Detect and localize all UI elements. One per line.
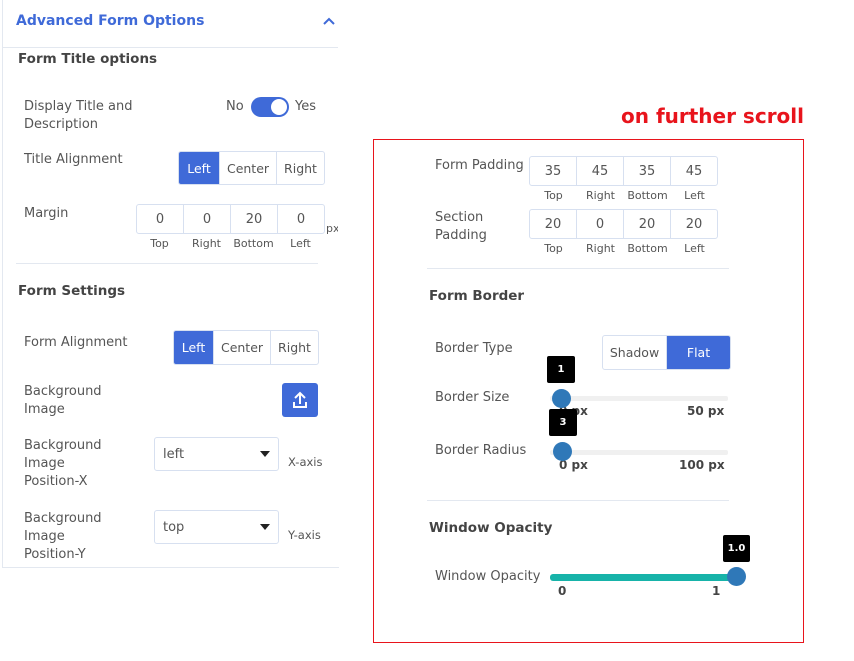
form-align-center[interactable]: Center xyxy=(213,331,270,364)
position-y-select[interactable]: top xyxy=(154,510,279,544)
caret-down-icon xyxy=(260,524,270,530)
toggle-no-label: No xyxy=(226,99,244,114)
section-padding-top-input[interactable]: 20 xyxy=(544,216,562,232)
window-opacity-slider-handle[interactable] xyxy=(727,567,746,586)
side-label: Left xyxy=(684,242,705,255)
display-title-toggle[interactable] xyxy=(251,97,289,117)
display-title-label: Display Title and Description xyxy=(24,99,133,132)
section-heading: Form Settings xyxy=(18,283,126,299)
scrolled-view-frame xyxy=(373,139,804,643)
padding-top-input[interactable]: 35 xyxy=(544,163,562,179)
divider xyxy=(2,47,338,48)
border-radius-slider-handle[interactable] xyxy=(553,442,572,461)
border-type-shadow[interactable]: Shadow xyxy=(609,345,660,360)
section-heading: Window Opacity xyxy=(429,520,553,536)
slider-min-label: 0 xyxy=(558,584,567,598)
advanced-form-options-panel xyxy=(2,0,339,568)
margin-top-input[interactable]: 0 xyxy=(155,211,165,227)
side-label: Left xyxy=(290,237,311,250)
side-label: Top xyxy=(150,237,169,250)
position-y-label: Background Image Position-Y xyxy=(24,511,102,562)
section-heading: Form Title options xyxy=(18,51,158,67)
title-alignment-group: Left Center Right xyxy=(178,151,325,185)
margin-bottom-input[interactable]: 20 xyxy=(230,205,277,233)
section-padding-right-input[interactable]: 0 xyxy=(576,210,623,238)
slider-max-label: 50 px xyxy=(687,404,725,418)
section-padding-left-input[interactable]: 20 xyxy=(670,210,717,238)
padding-side-labels: Top Right Bottom Left xyxy=(530,189,718,202)
side-label: Right xyxy=(192,237,221,250)
margin-right-input[interactable]: 0 xyxy=(183,205,230,233)
form-padding-label: Form Padding xyxy=(435,158,524,173)
margin-side-labels: Top Right Bottom Left xyxy=(136,237,324,250)
form-padding-inputs: 35 45 35 45 xyxy=(529,156,718,186)
divider xyxy=(427,500,729,501)
title-align-left[interactable]: Left xyxy=(179,152,219,184)
side-label: Left xyxy=(684,189,705,202)
selected-value: left xyxy=(163,446,185,462)
section-padding-inputs: 20 0 20 20 xyxy=(529,209,718,239)
border-size-label: Border Size xyxy=(435,390,510,405)
section-heading: Form Border xyxy=(429,288,525,304)
background-image-label: Background Image xyxy=(24,384,102,417)
form-alignment-group: Left Center Right xyxy=(173,330,319,365)
toggle-knob xyxy=(271,99,287,115)
border-size-slider-handle[interactable] xyxy=(552,389,571,408)
section-padding-label: Section Padding xyxy=(435,210,487,243)
form-align-right[interactable]: Right xyxy=(270,331,318,364)
slider-tooltip: 1.0 xyxy=(723,535,750,562)
panel-title[interactable]: Advanced Form Options xyxy=(16,13,205,29)
padding-bottom-input[interactable]: 35 xyxy=(623,157,670,185)
chevron-up-icon[interactable] xyxy=(323,17,335,25)
selected-value: top xyxy=(163,519,185,535)
x-axis-label: X-axis xyxy=(288,455,323,469)
margin-inputs: 0 0 20 0 xyxy=(136,204,325,234)
window-opacity-label: Window Opacity xyxy=(435,569,541,584)
slider-min-label: 0 px xyxy=(559,458,588,472)
slider-tooltip: 1 xyxy=(547,356,575,383)
side-label: Top xyxy=(544,242,563,255)
slider-max-label: 1 xyxy=(712,584,721,598)
position-x-label: Background Image Position-X xyxy=(24,438,102,489)
y-axis-label: Y-axis xyxy=(288,528,321,542)
title-align-center[interactable]: Center xyxy=(219,152,276,184)
title-alignment-label: Title Alignment xyxy=(24,152,123,167)
border-type-label: Border Type xyxy=(435,341,513,356)
border-type-group: Shadow Flat xyxy=(602,335,731,370)
padding-right-input[interactable]: 45 xyxy=(576,157,623,185)
form-alignment-label: Form Alignment xyxy=(24,335,128,350)
side-label: Bottom xyxy=(627,242,668,255)
divider xyxy=(427,268,729,269)
caret-down-icon xyxy=(260,451,270,457)
slider-tooltip: 3 xyxy=(549,409,577,436)
border-size-track[interactable] xyxy=(550,396,728,401)
slider-max-label: 100 px xyxy=(679,458,725,472)
upload-icon xyxy=(293,391,307,408)
margin-label: Margin xyxy=(24,206,69,221)
side-label: Right xyxy=(586,242,615,255)
title-align-right[interactable]: Right xyxy=(276,152,324,184)
window-opacity-track[interactable] xyxy=(550,574,738,581)
side-label: Right xyxy=(586,189,615,202)
padding-left-input[interactable]: 45 xyxy=(670,157,717,185)
section-padding-side-labels: Top Right Bottom Left xyxy=(530,242,718,255)
position-x-select[interactable]: left xyxy=(154,437,279,471)
divider xyxy=(16,263,318,264)
section-padding-bottom-input[interactable]: 20 xyxy=(623,210,670,238)
upload-button[interactable] xyxy=(282,383,318,417)
form-align-left[interactable]: Left xyxy=(174,331,213,364)
annotation-text: on further scroll xyxy=(621,104,805,128)
side-label: Bottom xyxy=(233,237,274,250)
toggle-yes-label: Yes xyxy=(295,99,316,114)
side-label: Top xyxy=(544,189,563,202)
border-type-flat[interactable]: Flat xyxy=(666,336,730,369)
side-label: Bottom xyxy=(627,189,668,202)
border-radius-label: Border Radius xyxy=(435,443,527,458)
margin-unit: px xyxy=(326,222,338,235)
border-radius-track[interactable] xyxy=(550,450,728,455)
margin-left-input[interactable]: 0 xyxy=(277,205,324,233)
